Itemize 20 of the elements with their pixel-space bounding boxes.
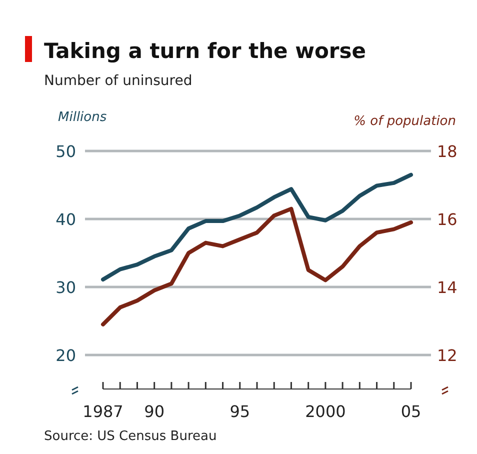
y2-tick-label: 14 xyxy=(437,278,458,297)
x-tick-label: 1987 xyxy=(82,402,124,421)
x-tick-label: 90 xyxy=(144,402,165,421)
y2-tick-label: 16 xyxy=(437,210,458,229)
x-tick-label: 05 xyxy=(400,402,422,421)
chart-subtitle: Number of uninsured xyxy=(44,73,192,89)
source-note: Source: US Census Bureau xyxy=(44,429,217,444)
y-axis-title: Millions xyxy=(58,110,107,125)
y-tick-label: 30 xyxy=(56,278,76,297)
y-tick-label: 50 xyxy=(56,142,76,161)
y2-tick-label: 12 xyxy=(437,346,458,365)
line-series xyxy=(101,172,413,282)
x-tick-label: 95 xyxy=(230,402,250,421)
chart-title: Taking a turn for the worse xyxy=(44,39,366,63)
x-tick-label: 2000 xyxy=(305,402,346,421)
line-series xyxy=(101,206,413,326)
y-tick-label: 40 xyxy=(56,210,76,229)
y2-axis-title: % of population xyxy=(354,114,456,129)
y2-tick-label: 18 xyxy=(437,142,458,161)
y-tick-label: 20 xyxy=(56,346,76,365)
